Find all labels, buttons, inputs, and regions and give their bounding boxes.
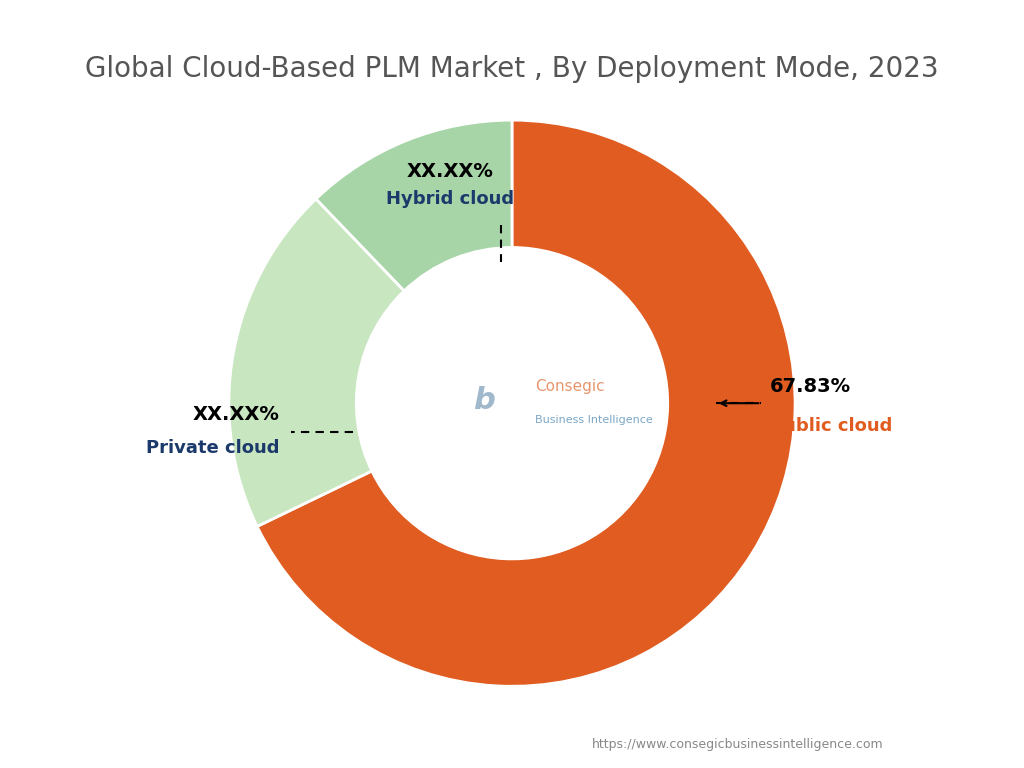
Text: Public cloud: Public cloud: [770, 417, 892, 435]
Text: XX.XX%: XX.XX%: [407, 161, 494, 180]
Circle shape: [356, 247, 668, 559]
Text: XX.XX%: XX.XX%: [193, 405, 280, 424]
Text: b: b: [473, 386, 495, 415]
Text: Global Cloud-Based PLM Market , By Deployment Mode, 2023: Global Cloud-Based PLM Market , By Deplo…: [85, 55, 939, 83]
Text: 67.83%: 67.83%: [770, 377, 851, 396]
Text: Consegic: Consegic: [535, 379, 604, 394]
Wedge shape: [229, 199, 404, 526]
Text: https://www.consegicbusinessintelligence.com: https://www.consegicbusinessintelligence…: [592, 739, 883, 751]
Text: Hybrid cloud: Hybrid cloud: [386, 190, 514, 208]
Text: Business Intelligence: Business Intelligence: [535, 415, 652, 425]
Text: Private cloud: Private cloud: [146, 439, 280, 458]
Wedge shape: [257, 120, 795, 687]
Wedge shape: [316, 120, 512, 291]
